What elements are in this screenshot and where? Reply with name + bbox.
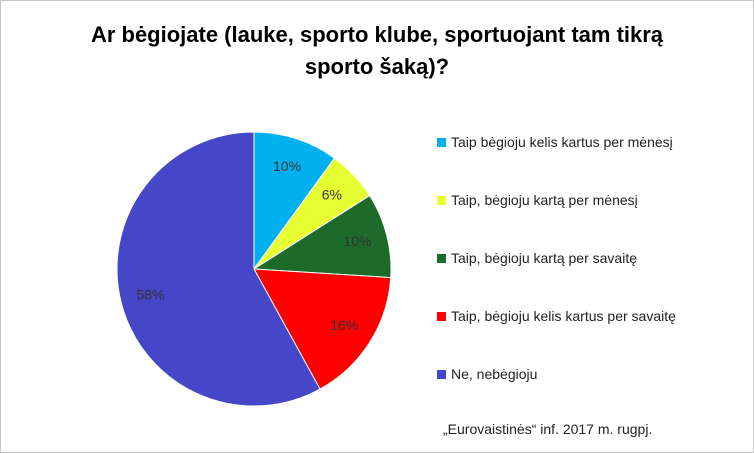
data-label: 10% xyxy=(273,158,301,174)
data-label: 16% xyxy=(330,317,358,333)
legend-swatch xyxy=(437,254,446,263)
legend-label: Ne, nebėgioju xyxy=(451,366,538,382)
data-label: 58% xyxy=(136,286,164,302)
legend-swatch xyxy=(437,312,446,321)
legend-swatch xyxy=(437,196,446,205)
legend-item: Taip, bėgioju kartą per savaitę xyxy=(437,249,677,268)
data-label: 6% xyxy=(322,187,342,203)
legend-item: Taip, bėgioju kelis kartus per savaitę xyxy=(437,307,677,326)
pie-slice xyxy=(253,268,392,390)
pie-slice xyxy=(252,194,392,279)
legend-label: Taip, bėgioju kartą per mėnesį xyxy=(451,192,638,208)
legend-label: Taip bėgioju kelis kartus per mėnesį xyxy=(451,134,673,150)
annotation: „Eurovaistinės“ inf. 2017 m. rugpj. xyxy=(443,421,653,437)
legend-label: Taip, bėgioju kartą per savaitę xyxy=(451,250,637,266)
legend-item: Taip bėgioju kelis kartus per mėnesį xyxy=(437,133,677,152)
legend-swatch xyxy=(437,370,446,379)
legend-item: Ne, nebėgioju xyxy=(437,365,677,384)
legend-swatch xyxy=(437,138,446,147)
legend-item: Taip, bėgioju kartą per mėnesį xyxy=(437,191,677,210)
pie-slice xyxy=(116,131,321,407)
data-label: 10% xyxy=(343,233,371,249)
chart-title: Ar bėgiojate (lauke, sporto klube, sport… xyxy=(90,22,664,79)
legend-label: Taip, bėgioju kelis kartus per savaitę xyxy=(451,308,676,324)
pie-slice xyxy=(253,131,336,271)
